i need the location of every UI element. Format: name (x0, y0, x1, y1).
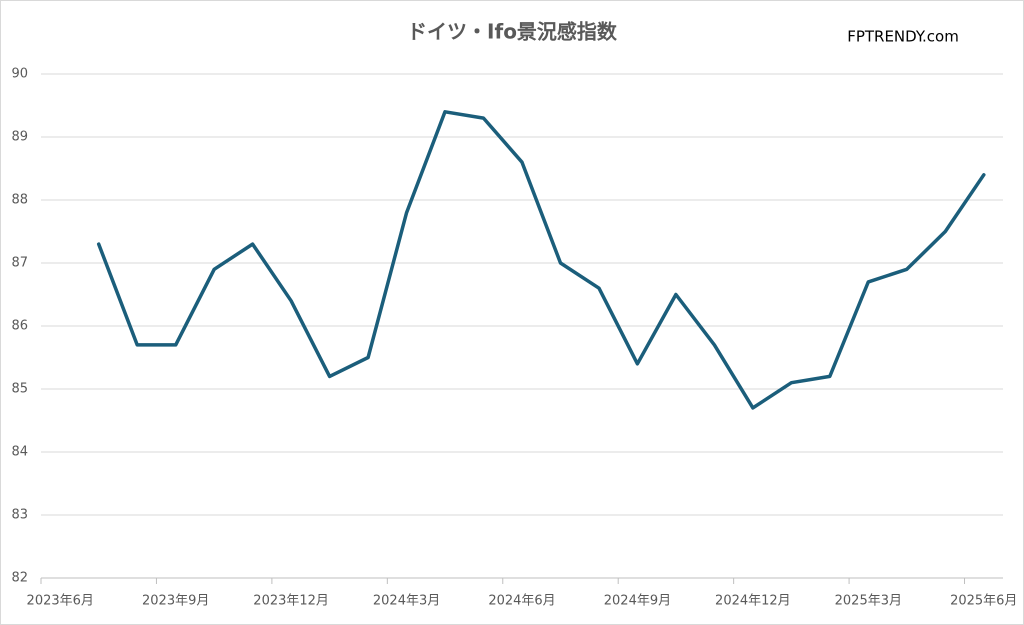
y-tick-label: 90 (11, 67, 28, 82)
y-tick-label: 84 (11, 445, 28, 460)
x-tick-label: 2024年9月 (604, 594, 671, 609)
x-tick-label: 2023年12月 (253, 594, 329, 609)
x-tick-label: 2024年3月 (373, 594, 440, 609)
x-tick-label: 2023年6月 (27, 594, 94, 609)
y-tick-label: 89 (11, 130, 28, 145)
y-tick-label: 86 (11, 319, 28, 334)
x-tick-label: 2025年3月 (835, 594, 902, 609)
x-tick-label: 2024年12月 (715, 594, 791, 609)
y-tick-label: 83 (11, 508, 28, 523)
y-tick-label: 85 (11, 382, 28, 397)
chart-title: ドイツ・Ifo景況感指数 (407, 20, 618, 44)
y-tick-label: 87 (11, 256, 28, 271)
x-tick-label: 2025年6月 (950, 594, 1017, 609)
watermark: FPTRENDY.com (847, 28, 959, 46)
x-tick-label: 2023年9月 (142, 594, 209, 609)
data-line (96, 110, 986, 410)
y-tick-label: 88 (11, 193, 28, 208)
x-tick-label: 2024年6月 (488, 594, 555, 609)
y-tick-label: 82 (11, 571, 28, 586)
